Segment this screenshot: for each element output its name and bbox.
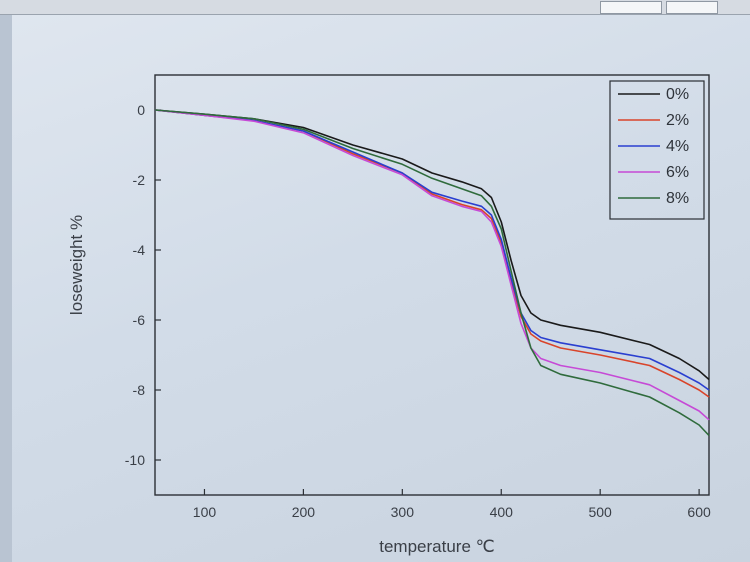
y-tick-label: -8 (133, 382, 146, 398)
chart: 100 200 300 400 500 600 0 -2 -4 -6 -8 -10 0% 2% 4% 6% 8… (67, 74, 711, 556)
y-tick-label: -6 (133, 312, 146, 328)
series-line-4 (154, 109, 710, 437)
axis-ticks: 100 200 300 400 500 600 0 -2 -4 -6 -8 -10 (125, 102, 711, 520)
x-tick-label: 200 (292, 504, 316, 520)
y-tick-label: -10 (125, 452, 145, 468)
x-tick-label: 500 (588, 504, 612, 520)
legend: 0% 2% 4% 6% 8% (609, 80, 705, 220)
series-line-0 (154, 109, 710, 381)
legend-label: 4% (666, 138, 689, 155)
app-toolbar (0, 0, 750, 15)
x-tick-label: 100 (193, 504, 217, 520)
legend-box (609, 80, 705, 220)
legend-label: 6% (666, 164, 689, 181)
legend-label: 8% (666, 190, 689, 207)
x-axis-label: temperature ℃ (379, 537, 494, 556)
y-tick-label: -2 (133, 172, 146, 188)
y-tick-label: -4 (133, 242, 146, 258)
y-tick-label: 0 (137, 102, 145, 118)
x-tick-label: 400 (490, 504, 514, 520)
x-tick-label: 300 (391, 504, 415, 520)
x-tick-label: 600 (687, 504, 711, 520)
legend-label: 0% (666, 86, 689, 103)
series-line-2 (154, 109, 710, 391)
toolbar-dropdown[interactable] (600, 1, 662, 14)
series-line-3 (154, 109, 710, 421)
toolbar-number-field[interactable] (666, 1, 718, 14)
chart-window: 100 200 300 400 500 600 0 -2 -4 -6 -8 -10 0% 2% 4% 6% 8… (12, 15, 750, 562)
y-axis-label: loseweight % (67, 215, 86, 315)
series-lines (154, 109, 710, 437)
plot-frame (154, 74, 710, 496)
legend-label: 2% (666, 112, 689, 129)
